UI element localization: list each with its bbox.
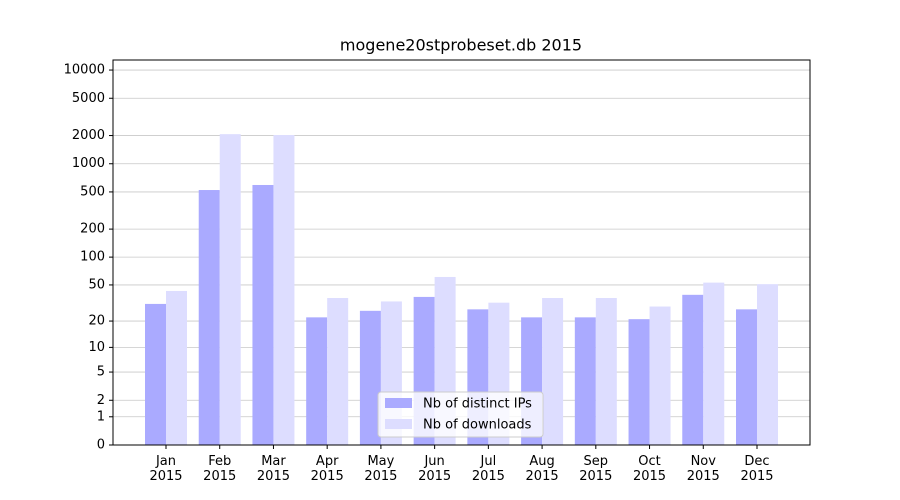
bar [736,309,757,445]
x-tick-label: Feb 2015 [203,454,236,484]
x-tick-label: Sep 2015 [579,454,612,484]
legend-label: Nb of distinct IPs [423,397,532,412]
bar [198,190,220,445]
y-tick-label: 200 [80,222,105,237]
x-tick-label: Oct 2015 [633,454,666,484]
x-tick-label: Mar 2015 [257,454,290,484]
bar [703,282,725,445]
x-tick-label: Jun 2015 [418,454,451,484]
legend: Nb of distinct IPs Nb of downloads [377,391,544,438]
bar [145,303,166,445]
chart-title: mogene20stprobeset.db 2015 [340,36,582,55]
x-tick-label: Jul 2015 [472,454,505,484]
y-tick-label: 500 [80,184,105,199]
bar [166,290,187,445]
x-tick-label: Jan 2015 [149,454,182,484]
bar [542,298,564,445]
y-tick-label: 0 [97,438,105,453]
legend-swatch [385,419,412,429]
bar [574,317,596,445]
x-tick-label: Dec 2015 [740,454,773,484]
y-tick-label: 10 [88,340,105,355]
x-tick-label: Nov 2015 [687,454,720,484]
y-tick-label: 2 [97,393,105,408]
bar [273,135,295,445]
y-tick-label: 1000 [72,156,105,171]
plot-frame [112,59,811,446]
bar [219,134,241,446]
y-tick-label: 100 [80,250,105,265]
bar [306,317,328,445]
y-tick-label: 50 [88,277,105,292]
bar [327,298,349,445]
y-tick-label: 2000 [72,128,105,143]
bar [757,284,778,445]
legend-label: Nb of downloads [423,418,532,433]
y-tick-label: 20 [88,314,105,329]
bar [252,184,274,445]
bar [628,319,650,445]
bar [359,310,381,445]
x-tick-label: Aug 2015 [526,454,559,484]
y-tick-label: 5000 [72,91,105,106]
x-tick-label: May 2015 [364,454,397,484]
legend-box [377,391,544,438]
y-tick-label: 10000 [64,63,105,78]
x-tick-label: Apr 2015 [311,454,344,484]
y-tick-label: 1 [97,409,105,424]
y-tick-label: 5 [97,365,105,380]
axes: 0 12 5 10 20 50 100 200 500 1000 2000 5000 10000 Jan 2… [64,63,774,484]
bar [682,294,704,445]
bar [649,306,671,445]
legend-swatch [385,398,412,408]
bar [595,298,617,445]
